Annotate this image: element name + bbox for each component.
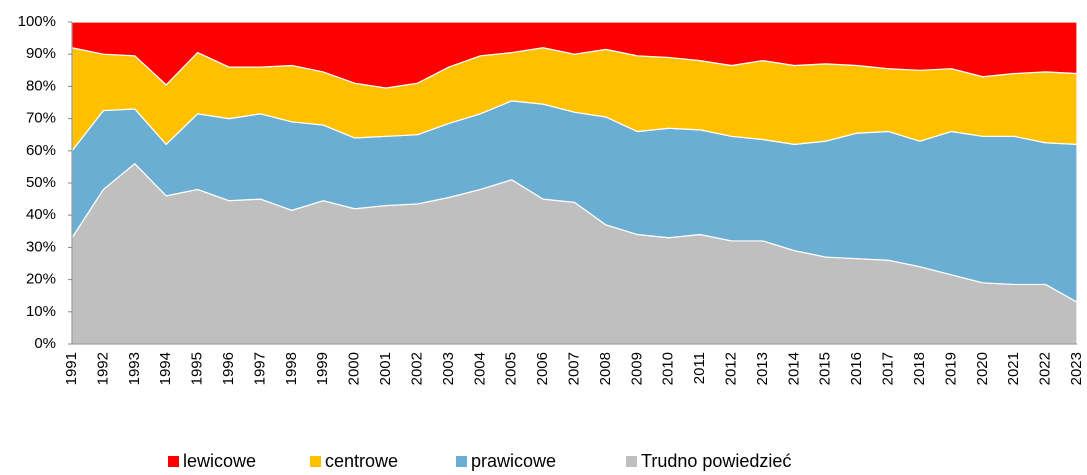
x-tick-label: 2008 bbox=[597, 352, 614, 385]
x-tick-label: 2004 bbox=[471, 352, 488, 385]
x-tick-label: 1998 bbox=[283, 352, 300, 385]
y-tick-label: 90% bbox=[26, 45, 56, 62]
x-tick-label: 2019 bbox=[942, 352, 959, 385]
legend-label: centrowe bbox=[325, 451, 398, 471]
x-tick-label: 2000 bbox=[346, 352, 363, 385]
x-tick-label: 2023 bbox=[1068, 352, 1085, 385]
x-tick-label: 1991 bbox=[63, 352, 80, 385]
y-tick-label: 80% bbox=[26, 77, 56, 94]
x-tick-label: 1995 bbox=[189, 352, 206, 385]
x-tick-label: 2015 bbox=[817, 352, 834, 385]
legend-swatch bbox=[626, 456, 637, 467]
legend-swatch bbox=[168, 456, 179, 467]
x-tick-label: 1994 bbox=[157, 352, 174, 385]
y-tick-label: 10% bbox=[26, 303, 56, 320]
legend-label: prawicowe bbox=[471, 451, 556, 471]
y-tick-label: 40% bbox=[26, 206, 56, 223]
legend-swatch bbox=[310, 456, 321, 467]
x-tick-label: 2006 bbox=[534, 352, 551, 385]
x-tick-label: 1996 bbox=[220, 352, 237, 385]
x-tick-label: 2011 bbox=[691, 352, 708, 384]
y-tick-label: 50% bbox=[26, 174, 56, 191]
x-tick-label: 2003 bbox=[440, 352, 457, 385]
x-tick-label: 2022 bbox=[1037, 352, 1054, 385]
x-tick-label: 1993 bbox=[126, 352, 143, 385]
x-tick-label: 2010 bbox=[660, 352, 677, 385]
area bbox=[71, 21, 1078, 89]
x-tick-label: 2018 bbox=[911, 352, 928, 385]
x-tick-label: 1999 bbox=[314, 352, 331, 385]
legend-swatch bbox=[456, 456, 467, 467]
x-tick-label: 2005 bbox=[503, 352, 520, 385]
x-tick-label: 2009 bbox=[628, 352, 645, 385]
x-tick-label: 2001 bbox=[377, 352, 394, 385]
x-tick-label: 2002 bbox=[408, 352, 425, 385]
x-tick-label: 2012 bbox=[723, 352, 740, 385]
y-tick-label: 0% bbox=[34, 335, 56, 352]
x-tick-label: 1997 bbox=[251, 352, 268, 385]
x-tick-label: 2020 bbox=[974, 352, 991, 385]
y-tick-label: 60% bbox=[26, 142, 56, 159]
y-tick-label: 20% bbox=[26, 271, 56, 288]
x-tick-label: 2016 bbox=[848, 352, 865, 385]
y-tick-label: 70% bbox=[26, 110, 56, 127]
x-tick-label: 2021 bbox=[1005, 352, 1022, 385]
x-tick-label: 2013 bbox=[754, 352, 771, 385]
y-tick-label: 100% bbox=[18, 13, 56, 30]
legend-label: lewicowe bbox=[183, 451, 256, 471]
legend-label: Trudno powiedzieć bbox=[641, 451, 791, 471]
x-tick-label: 2007 bbox=[565, 352, 582, 385]
x-tick-label: 1992 bbox=[94, 352, 111, 385]
x-tick-label: 2014 bbox=[785, 352, 802, 385]
y-tick-label: 30% bbox=[26, 238, 56, 255]
x-tick-label: 2017 bbox=[880, 352, 897, 385]
